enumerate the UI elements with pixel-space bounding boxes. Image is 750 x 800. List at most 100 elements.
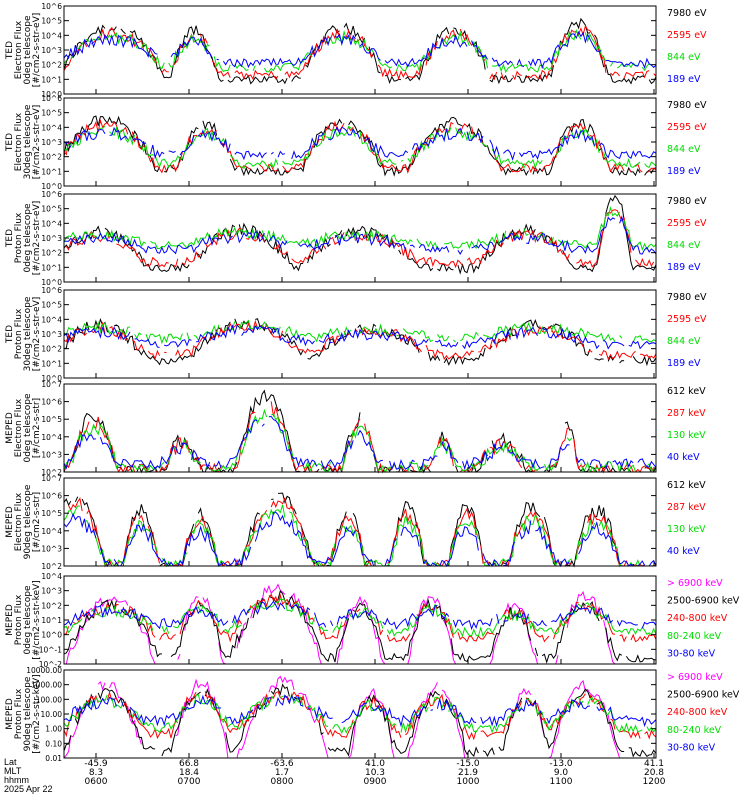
footer-lat-value: -15.0 (456, 759, 480, 769)
legend-entry: 240-800 keV (667, 613, 728, 624)
footer-lat-value: -13.0 (549, 759, 573, 769)
legend-entry: 844 eV (667, 240, 701, 251)
series-line-8-5 (63, 694, 657, 728)
y-axis-label-line: Proton Flux (14, 688, 24, 739)
legend-entry: 287 keV (667, 502, 706, 513)
ytick-label: 10^4 (41, 572, 62, 581)
series-line-2-4 (63, 126, 657, 161)
y-axis-label-line: 0deg telescope (23, 203, 33, 273)
y-axis-label-line: TED (5, 133, 15, 152)
y-axis-label-line: [#/cm2-s-str] (32, 398, 42, 458)
ytick-label: 10^3 (41, 587, 62, 596)
legend-entry: 189 eV (667, 358, 701, 369)
ytick-label: 10^6 (41, 190, 62, 199)
ytick-label: 10^1 (41, 167, 62, 176)
series-line-6-3 (63, 504, 656, 568)
footer-hhmm-value: 1200 (643, 777, 666, 787)
legend-entry: 2500-6900 keV (667, 596, 740, 607)
ytick-label: 10^2 (41, 249, 62, 258)
legend-entry: 2595 eV (667, 30, 707, 41)
y-axis-label-line: [#/cm2-s-str-eV] (32, 13, 42, 88)
series-line-8-3 (63, 690, 657, 741)
footer-row-labels: Lat MLT hhmm 2025 Apr 22 (4, 757, 53, 794)
y-axis-label-line: 30deg telescope (23, 296, 33, 371)
y-axis-label-line: 90deg telescope (23, 484, 33, 559)
footer-lat-value: 66.8 (179, 759, 199, 769)
ytick-label: 1.00 (45, 725, 62, 734)
ytick-label: 10^1 (41, 359, 62, 368)
footer-mlt-value: 1.7 (275, 768, 289, 778)
ytick-label: 1000.00 (31, 681, 62, 690)
legend-entry: 844 eV (667, 52, 701, 63)
footer-lat-value: -45.9 (84, 759, 108, 769)
ytick-label: 0.10 (45, 739, 62, 748)
series-line-6-1 (64, 493, 656, 566)
y-axis-label-line: Proton Flux (14, 308, 24, 359)
y-axis-label-line: [#/cm2-s-str] (32, 492, 42, 552)
ytick-label: 10^6 (41, 492, 62, 501)
y-axis-label-line: Proton Flux (14, 594, 24, 645)
series-line-3-4 (63, 215, 657, 255)
series-line-7-2 (63, 589, 657, 664)
y-axis-label-line: [#/cm2-s-str-keV] (32, 580, 42, 659)
y-axis-label-line: MEPED (5, 412, 15, 444)
ytick-label: 10^1 (41, 75, 62, 84)
ytick-label: 10^4 (41, 219, 62, 228)
legend-entry: 189 eV (667, 166, 701, 177)
panel-frame (63, 383, 657, 473)
ytick-label: 10^4 (41, 123, 62, 132)
footer-hhmm-value: 0800 (271, 777, 294, 787)
footer-hhmm-value: 1000 (457, 777, 480, 787)
ytick-label: 10^2 (41, 468, 62, 477)
ytick-label: 10^2 (41, 601, 62, 610)
series-line-8-4 (63, 692, 657, 735)
ytick-label: 10^7 (41, 380, 62, 389)
panel-8: 0.010.101.0010.00100.001000.0010000.00ME… (5, 666, 740, 763)
y-axis-label-line: 30deg telescope (23, 104, 33, 179)
legend-entry: 7980 eV (667, 292, 707, 303)
series-line-5-2 (63, 401, 656, 474)
footer-mlt-value: 10.3 (365, 768, 385, 778)
footer-hhmm-value: 0600 (85, 777, 108, 787)
y-axis-label: TEDElectron Flux0deg telescope[#/cm2-s-s… (5, 13, 42, 88)
panel-5: 10^2 10^3 10^4 10^5 10^6 10^7 MEPEDElectron Fl… (5, 380, 706, 477)
legend-entry: 189 eV (667, 262, 701, 273)
lat-label: Lat (4, 757, 17, 767)
ytick-label: 10^4 (41, 31, 62, 40)
ytick-label: 10^6 (41, 398, 62, 407)
ytick-label: 10^0 (41, 182, 62, 191)
ytick-label: 10.00 (41, 710, 63, 719)
legend-entry: 80-240 keV (667, 631, 722, 642)
axis-footer: -45.9 66.8 -63.6 41.0 -15.0 -13.0 41.1 8.3 18.4 1… (84, 759, 665, 787)
footer-mlt-value: 20.8 (644, 768, 664, 778)
ytick-label: 10^6 (41, 94, 62, 103)
y-axis-label-line: TED (5, 229, 15, 248)
series-line-8-2 (63, 683, 657, 758)
legend-entry: 612 keV (667, 480, 706, 491)
y-axis-label: MEPEDProton Flux90deg telescope[#/cm2-s-… (5, 674, 42, 753)
ytick-label: 10^5 (41, 109, 62, 118)
series-line-3-1 (63, 194, 657, 275)
legend-entry: 30-80 keV (667, 742, 716, 753)
ytick-label: 0.01 (45, 754, 62, 763)
ytick-label: 10^7 (41, 474, 62, 483)
legend-entry: 2595 eV (667, 314, 707, 325)
legend-entry: > 6900 keV (667, 672, 723, 683)
footer-hhmm-value: 0700 (178, 777, 201, 787)
y-axis-label-line: Electron Flux (14, 398, 24, 457)
legend-entry: 40 keV (667, 452, 700, 463)
footer-mlt-value: 21.9 (458, 768, 478, 778)
y-axis-label-line: [#/cm2-s-str-eV] (32, 297, 42, 372)
legend-entry: 2500-6900 keV (667, 690, 740, 701)
y-axis-label: TEDElectron Flux30deg telescope[#/cm2-s-… (5, 104, 42, 179)
ytick-label: 10^0 (41, 631, 62, 640)
legend-entry: 844 eV (667, 144, 701, 155)
y-axis-label-line: Electron Flux (14, 20, 24, 79)
ytick-label: 10^5 (41, 509, 62, 518)
series-line-1-1 (63, 17, 657, 85)
footer-lat-value: 41.0 (365, 759, 385, 769)
y-axis-label-line: TED (5, 325, 15, 344)
ytick-label: 10^4 (41, 315, 62, 324)
ytick-label: 10^4 (41, 527, 62, 536)
